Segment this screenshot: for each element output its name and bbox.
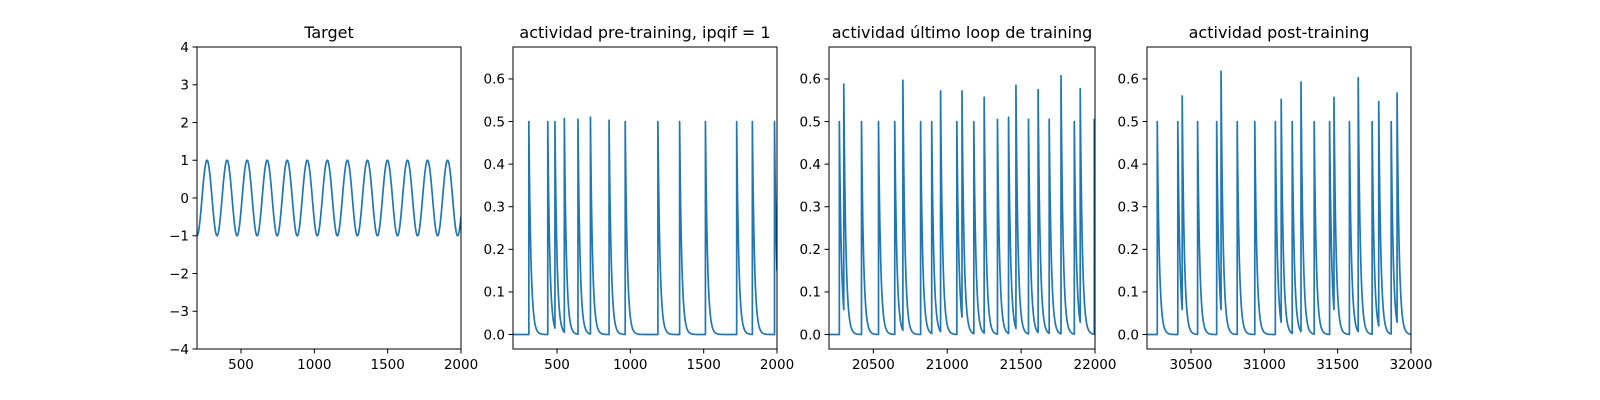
x-tick-label: 21500 [1000,357,1043,373]
x-tick-label: 21000 [926,357,969,373]
x-tick-label: 22000 [1074,357,1117,373]
subplot-pre-training: actividad pre-training, ipqif = 1 500 100… [484,23,795,373]
x-tick-label: 500 [228,357,254,373]
y-tick-label: 0.1 [484,285,505,301]
y-tick-label: 0.0 [800,327,821,343]
axes-frame [828,46,1096,350]
y-tick-label: 0.3 [484,200,505,216]
y-tick-label: 0.1 [1118,285,1139,301]
y-tick-label: 0.0 [1118,327,1139,343]
y-tick-label: 0.2 [1118,242,1139,258]
y-tick-label: 0.1 [800,285,821,301]
subplot-post-training: actividad post-training 30500 31000 31500 3… [1118,23,1433,373]
y-tick-label: 0.3 [1118,200,1139,216]
subplot-title: actividad post-training [1189,23,1370,42]
y-tick-label: 0.4 [484,157,505,173]
subplot-title: actividad último loop de training [832,23,1093,42]
y-tick-label: 0.4 [1118,157,1139,173]
y-tick-label: 0.6 [800,72,821,88]
y-tick-label: 0.5 [1118,114,1139,130]
y-tick-label: 3 [180,78,189,94]
x-tick-label: 1000 [297,357,331,373]
y-tick-label: 4 [180,40,189,56]
y-tick-label: 0.0 [484,327,505,343]
y-tick-label: −3 [169,304,189,320]
x-tick-label: 1500 [370,357,404,373]
x-tick-label: 32000 [1390,357,1433,373]
axes-frame [512,46,778,350]
x-tick-label: 2000 [444,357,478,373]
subplot-title: actividad pre-training, ipqif = 1 [519,23,770,42]
y-tick-label: 0.5 [800,114,821,130]
y-tick-label: 0.6 [1118,72,1139,88]
y-tick-label: 0.5 [484,114,505,130]
y-tick-label: 0.4 [800,157,821,173]
y-tick-label: 0.6 [484,72,505,88]
x-tick-label: 500 [544,357,570,373]
y-tick-label: −2 [169,266,189,282]
x-tick-label: 1000 [613,357,647,373]
series-line [513,116,777,336]
subplot-target: Target 500 1000 1500 2000 −4 −3 −2 −1 0 1 2 3 4 [169,23,478,373]
y-tick-label: 0.2 [800,242,821,258]
y-tick-label: −1 [169,229,189,245]
x-tick-label: 30500 [1170,357,1213,373]
x-tick-label: 31000 [1243,357,1286,373]
subplot-last-training-loop: actividad último loop de training 20500 2… [800,23,1117,373]
y-tick-label: 0.3 [800,200,821,216]
series-line [1147,70,1411,336]
y-tick-label: 2 [180,115,189,131]
y-tick-label: 0 [180,191,189,207]
y-tick-label: 1 [180,153,189,169]
x-tick-label: 2000 [760,357,794,373]
y-tick-label: 0.2 [484,242,505,258]
x-tick-label: 20500 [852,357,895,373]
x-tick-label: 1500 [686,357,720,373]
series-line [197,159,461,237]
series-line [829,74,1095,336]
subplot-title: Target [303,23,354,42]
x-tick-label: 31500 [1316,357,1359,373]
y-tick-label: −4 [169,342,189,358]
axes-frame [1146,46,1412,350]
